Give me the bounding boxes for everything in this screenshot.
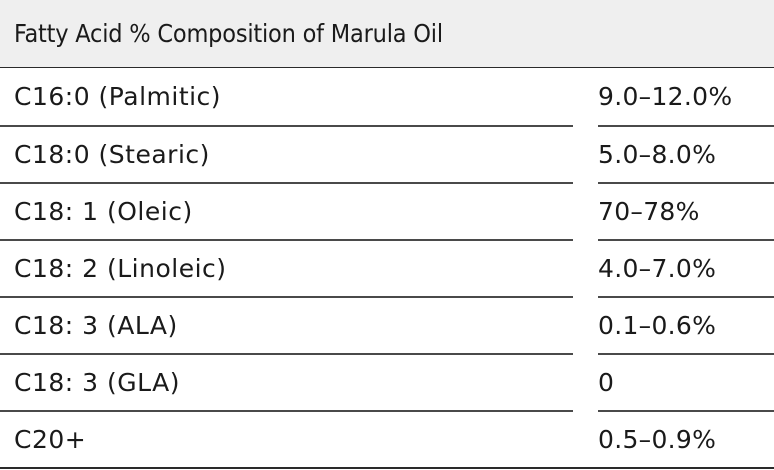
fatty-acid-name: C16:0 (Palmitic) (14, 82, 222, 111)
row-divider (598, 239, 774, 241)
row-divider (598, 353, 774, 355)
row-divider (598, 296, 774, 298)
row-divider (0, 353, 573, 355)
fatty-acid-name: C18: 3 (GLA) (14, 368, 180, 397)
table-row: C20+ 0.5–0.9% (0, 411, 774, 468)
fatty-acid-name: C18: 3 (ALA) (14, 311, 178, 340)
fatty-acid-name: C18: 2 (Linoleic) (14, 254, 227, 283)
composition-value: 70–78% (598, 197, 700, 226)
table-title: Fatty Acid % Composition of Marula Oil (14, 19, 443, 48)
row-divider (0, 410, 573, 412)
table-row: C16:0 (Palmitic) 9.0–12.0% (0, 68, 774, 125)
table-row: C18: 3 (ALA) 0.1–0.6% (0, 297, 774, 354)
row-divider (598, 410, 774, 412)
composition-value: 9.0–12.0% (598, 82, 733, 111)
table-row: C18:0 (Stearic) 5.0–8.0% (0, 126, 774, 183)
row-divider (0, 182, 573, 184)
composition-value: 0.5–0.9% (598, 425, 717, 454)
row-divider (0, 239, 573, 241)
table-row: C18: 3 (GLA) 0 (0, 354, 774, 411)
composition-value: 0 (598, 368, 615, 397)
composition-value: 5.0–8.0% (598, 140, 717, 169)
fatty-acid-name: C20+ (14, 425, 87, 454)
row-divider (0, 296, 573, 298)
composition-value: 4.0–7.0% (598, 254, 717, 283)
fatty-acid-name: C18: 1 (Oleic) (14, 197, 193, 226)
row-divider (598, 182, 774, 184)
composition-value: 0.1–0.6% (598, 311, 717, 340)
row-divider (598, 125, 774, 127)
table-row: C18: 2 (Linoleic) 4.0–7.0% (0, 240, 774, 297)
table-row: C18: 1 (Oleic) 70–78% (0, 183, 774, 240)
row-divider (0, 125, 573, 127)
table-header: Fatty Acid % Composition of Marula Oil (0, 0, 774, 68)
fatty-acid-name: C18:0 (Stearic) (14, 140, 210, 169)
table-bottom-border (0, 467, 774, 469)
